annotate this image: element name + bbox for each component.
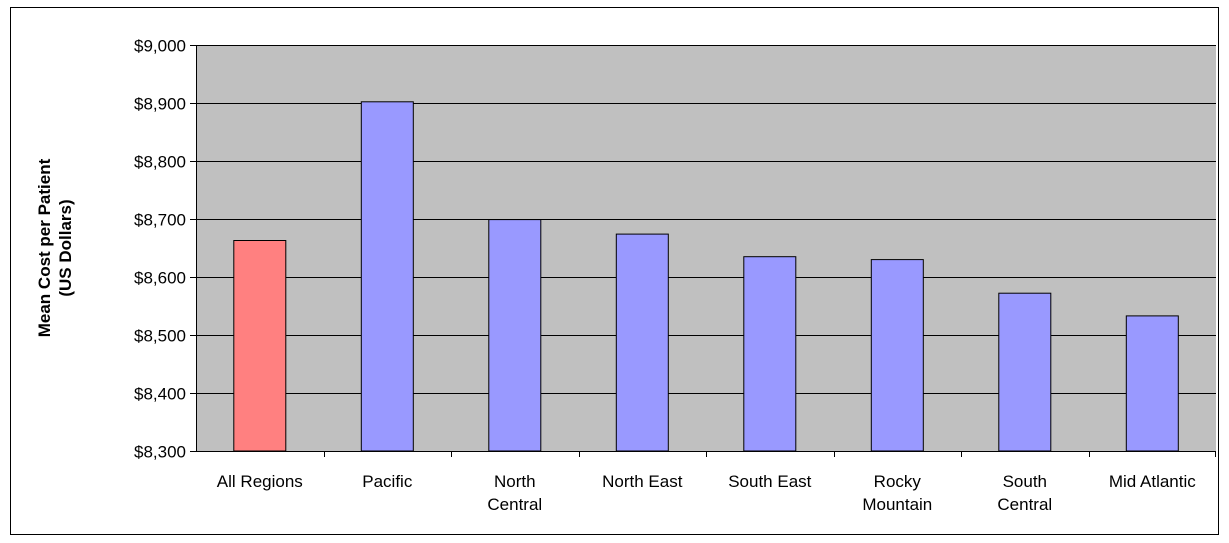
y-tick-label: $8,800	[134, 153, 186, 172]
bar	[743, 256, 797, 452]
bar	[1125, 315, 1179, 452]
x-tick-label: Mid Atlantic	[1109, 472, 1196, 491]
y-tick-label: $8,900	[134, 95, 186, 114]
x-tick-label: All Regions	[217, 472, 303, 491]
x-tick-label: Mountain	[862, 495, 932, 514]
y-tick-label: $8,600	[134, 269, 186, 288]
x-tick-label: Rocky	[874, 472, 922, 491]
y-tick-label: $9,000	[134, 37, 186, 56]
bar	[233, 240, 287, 452]
x-tick-label: Central	[487, 495, 542, 514]
y-tick-label: $8,400	[134, 385, 186, 404]
bar	[615, 233, 669, 452]
y-tick-label: $8,500	[134, 327, 186, 346]
y-tick-label: $8,700	[134, 211, 186, 230]
plot-area	[196, 45, 1216, 451]
bars	[233, 101, 1179, 452]
x-tick-label: Central	[997, 495, 1052, 514]
bar	[870, 259, 924, 452]
x-tick-label: North East	[602, 472, 683, 491]
x-tick-label: North	[494, 472, 536, 491]
x-tick-label: South	[1003, 472, 1047, 491]
y-axis-title-line-2: (US Dollars)	[56, 199, 75, 296]
tick-labels: $8,300 $8,400 $8,500 $8,600 $8,700 $8,800 $8,9…	[134, 37, 1196, 515]
bar	[998, 292, 1052, 452]
y-axis-title-line-1: Mean Cost per Patient	[35, 158, 54, 337]
x-tick-label: Pacific	[362, 472, 413, 491]
axes	[190, 45, 1216, 457]
bar	[488, 219, 542, 452]
x-tick-label: South East	[728, 472, 811, 491]
bar	[360, 101, 414, 452]
y-tick-label: $8,300	[134, 443, 186, 462]
